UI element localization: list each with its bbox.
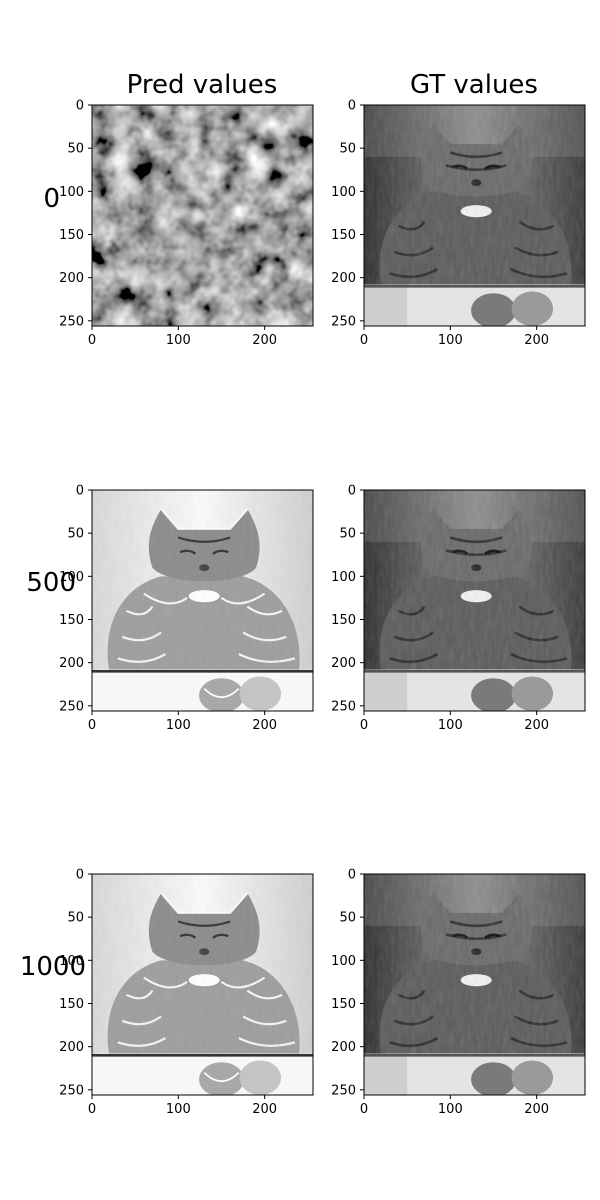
axes-frame (363, 489, 586, 712)
y-tick-label: 0 (76, 99, 84, 114)
axes-frame (363, 104, 586, 327)
y-tick-label: 150 (59, 228, 84, 243)
x-tick-label: 100 (438, 1102, 463, 1117)
y-tick-label: 100 (59, 954, 84, 969)
x-tick-label: 200 (252, 718, 277, 733)
x-tick-label: 100 (166, 718, 191, 733)
y-tick-label: 100 (59, 570, 84, 585)
axes-frame (91, 104, 314, 327)
panel-gt-1000: 0 100 200 0 50 100 150 200 250 (331, 868, 586, 1117)
y-tick-label: 200 (331, 656, 356, 671)
y-tick-label: 50 (339, 911, 356, 926)
y-tick-label: 50 (339, 142, 356, 157)
y-tick-label: 100 (331, 185, 356, 200)
x-tick-label: 100 (166, 333, 191, 348)
y-tick-label: 250 (59, 699, 84, 714)
panel-gt-0: 0 100 200 0 50 100 150 200 250 (331, 99, 586, 348)
x-tick-label: 0 (88, 333, 96, 348)
panel-pred-0: 0 100 200 0 50 100 150 200 250 (59, 99, 314, 348)
axes-frame (91, 873, 314, 1096)
y-tick-label: 200 (331, 271, 356, 286)
row-label-0: 0 (43, 184, 60, 214)
y-tick-label: 100 (331, 570, 356, 585)
panel-pred-1000: 0 100 200 0 50 100 150 200 250 (59, 868, 314, 1117)
y-tick-label: 0 (348, 484, 356, 499)
y-tick-label: 50 (67, 527, 84, 542)
x-tick-label: 200 (524, 718, 549, 733)
x-tick-label: 0 (360, 1102, 368, 1117)
row-label-500: 500 (26, 568, 76, 598)
y-tick-label: 0 (76, 868, 84, 883)
x-tick-label: 100 (438, 333, 463, 348)
y-tick-label: 250 (59, 314, 84, 329)
image-gt-0 (364, 105, 585, 328)
y-tick-label: 200 (59, 1040, 84, 1055)
image-pred-0 (92, 105, 313, 326)
x-tick-label: 100 (438, 718, 463, 733)
x-tick-label: 200 (524, 1102, 549, 1117)
y-tick-label: 150 (331, 613, 356, 628)
y-tick-label: 250 (331, 1083, 356, 1098)
y-tick-label: 0 (348, 99, 356, 114)
y-tick-label: 100 (59, 185, 84, 200)
column-title-pred: Pred values (126, 70, 278, 100)
x-tick-label: 200 (252, 333, 277, 348)
row-label-1000: 1000 (19, 952, 86, 982)
y-tick-label: 50 (67, 911, 84, 926)
y-tick-label: 250 (331, 314, 356, 329)
y-tick-label: 50 (339, 527, 356, 542)
axes-frame (91, 489, 314, 712)
y-tick-label: 250 (59, 1083, 84, 1098)
y-tick-label: 0 (76, 484, 84, 499)
x-tick-label: 100 (166, 1102, 191, 1117)
y-tick-label: 150 (59, 997, 84, 1012)
y-tick-label: 200 (331, 1040, 356, 1055)
x-tick-label: 0 (360, 333, 368, 348)
x-tick-label: 0 (88, 1102, 96, 1117)
y-tick-label: 150 (59, 613, 84, 628)
y-tick-label: 150 (331, 997, 356, 1012)
image-gt-1000 (364, 874, 585, 1097)
y-tick-label: 100 (331, 954, 356, 969)
axes-frame (363, 873, 586, 1096)
y-tick-label: 250 (331, 699, 356, 714)
panel-pred-500: 0 100 200 0 50 100 150 200 250 (59, 484, 314, 733)
image-pred-1000 (92, 874, 313, 1097)
y-tick-label: 0 (348, 868, 356, 883)
x-tick-label: 200 (252, 1102, 277, 1117)
y-tick-label: 200 (59, 271, 84, 286)
x-tick-label: 200 (524, 333, 549, 348)
panel-gt-500: 0 100 200 0 50 100 150 200 250 (331, 484, 586, 733)
y-tick-label: 150 (331, 228, 356, 243)
column-title-gt: GT values (410, 70, 538, 100)
y-tick-label: 50 (67, 142, 84, 157)
x-tick-label: 0 (360, 718, 368, 733)
y-tick-label: 200 (59, 656, 84, 671)
image-gt-500 (364, 490, 585, 713)
x-tick-label: 0 (88, 718, 96, 733)
image-pred-500 (92, 490, 313, 713)
